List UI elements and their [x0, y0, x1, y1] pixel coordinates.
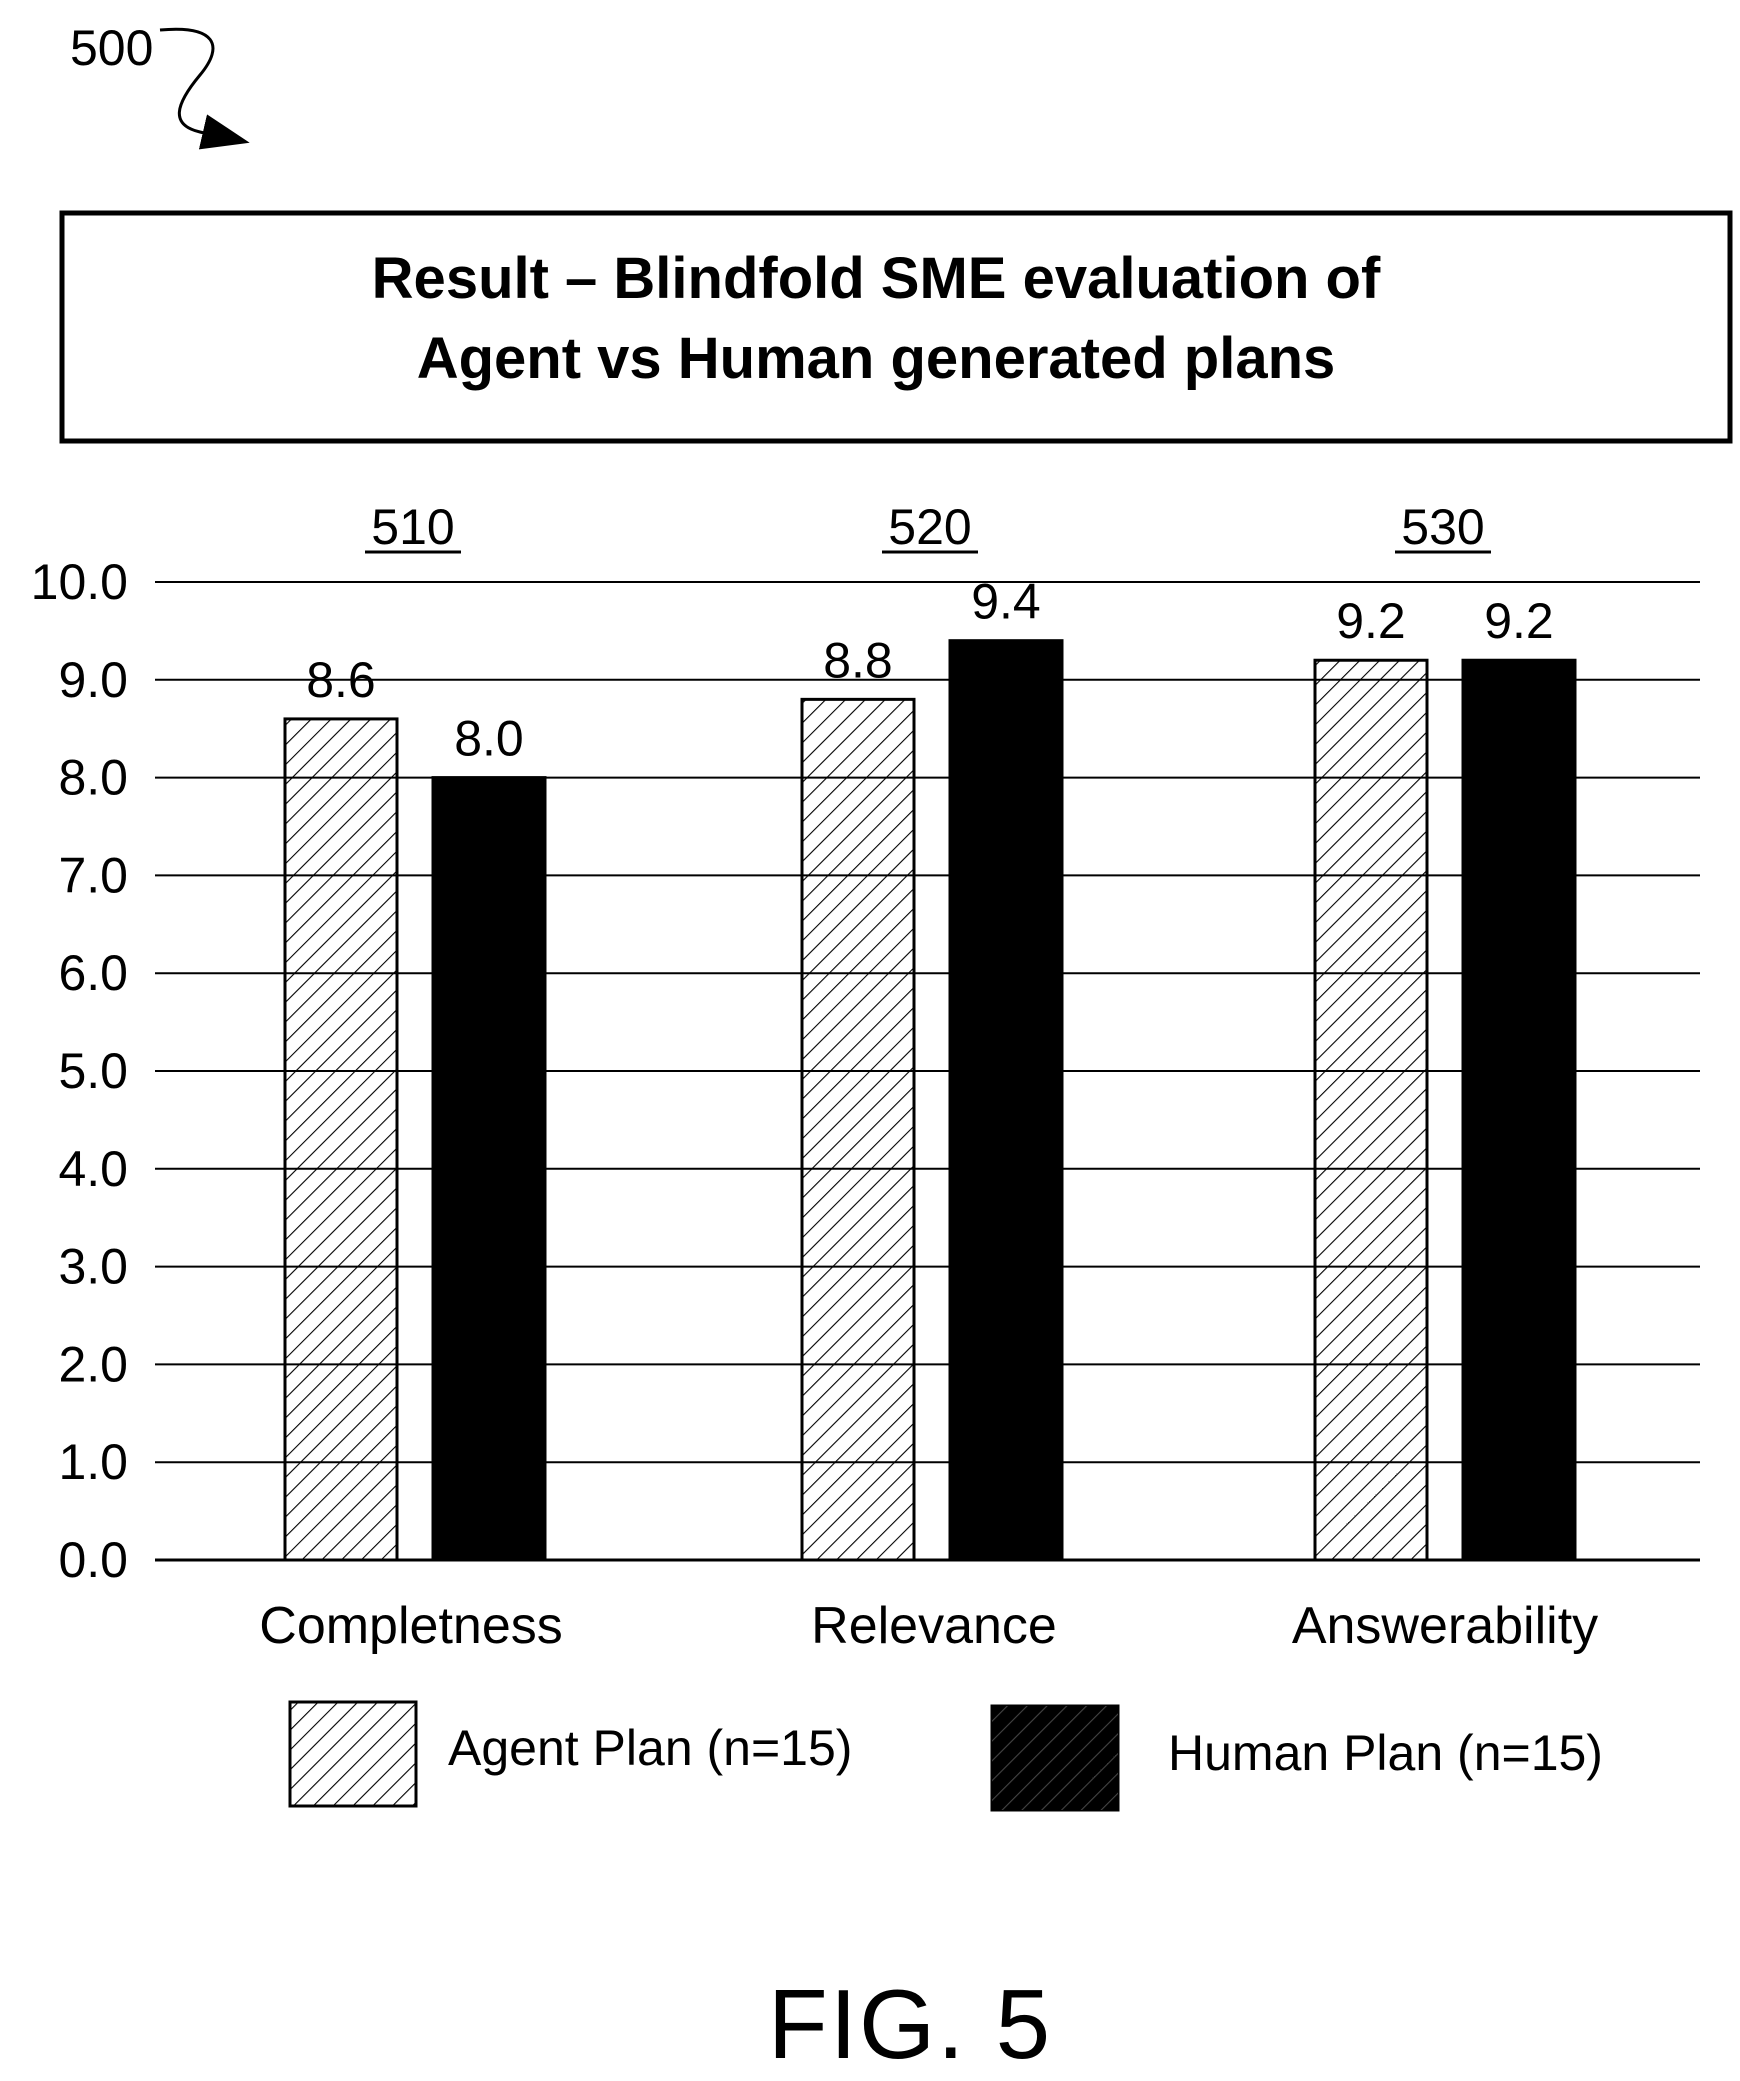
- category-label: Relevance: [811, 1597, 1057, 1655]
- chart-title-line-2: Agent vs Human generated plans: [417, 326, 1336, 391]
- y-tick-label: 8.0: [58, 750, 128, 806]
- bar-agent-plan: [1313, 658, 1429, 1562]
- bar-value-labels: 8.6 8.0 8.8 9.4 9.2 9.2: [306, 574, 1554, 767]
- bar-human-plan: [1461, 658, 1577, 1562]
- bar-value-label-human-plan: 9.2: [1484, 593, 1554, 649]
- bar-value-label-human-plan: 9.4: [971, 574, 1041, 630]
- y-tick-label: 9.0: [58, 652, 128, 708]
- category-reference-numeral: 520: [888, 499, 971, 555]
- legend-label-human-plan: Human Plan (n=15): [1168, 1725, 1603, 1781]
- bar-value-label-agent-plan: 9.2: [1336, 593, 1406, 649]
- bar-agent-plan: [800, 697, 916, 1562]
- figure-caption: FIG. 5: [767, 1969, 1053, 2079]
- y-axis-tick-labels: 0.0 1.0 2.0 3.0 4.0 5.0 6.0 7.0 8.0 9.0 10.0: [31, 554, 128, 1588]
- legend-swatch-human-plan-hatch: [992, 1706, 1118, 1810]
- chart-title-box: [59, 210, 1733, 444]
- y-tick-label: 7.0: [58, 847, 128, 903]
- y-tick-label: 5.0: [58, 1043, 128, 1099]
- bar-value-label-human-plan: 8.0: [454, 711, 524, 767]
- y-tick-label: 6.0: [58, 945, 128, 1001]
- bar-agent-plan: [283, 717, 399, 1562]
- y-tick-label: 3.0: [58, 1239, 128, 1295]
- y-tick-label: 4.0: [58, 1141, 128, 1197]
- y-tick-label: 0.0: [58, 1532, 128, 1588]
- category-label: Completness: [259, 1597, 562, 1655]
- bar-human-plan: [948, 639, 1064, 1562]
- bars: [283, 639, 1577, 1562]
- category-reference-numerals: 510 520 530: [365, 499, 1491, 555]
- chart-title-line-1: Result – Blindfold SME evaluation of: [372, 246, 1381, 311]
- legend: Agent Plan (n=15) Human Plan (n=15): [288, 1700, 1603, 1812]
- category-label: Answerability: [1292, 1597, 1598, 1655]
- bar-human-plan: [431, 776, 547, 1562]
- reference-leader-arrow: [159, 27, 250, 150]
- category-reference-numeral: 530: [1401, 499, 1484, 555]
- category-reference-numeral: 510: [371, 499, 454, 555]
- bar-value-label-agent-plan: 8.6: [306, 652, 376, 708]
- legend-label-agent-plan: Agent Plan (n=15): [448, 1720, 852, 1776]
- bar-value-label-agent-plan: 8.8: [823, 632, 893, 688]
- legend-swatch-agent-plan: [288, 1700, 418, 1808]
- y-tick-label: 2.0: [58, 1336, 128, 1392]
- gridlines: [155, 581, 1700, 1562]
- y-tick-label: 10.0: [31, 554, 128, 610]
- x-axis-category-labels: Completness Relevance Answerability: [259, 1597, 1598, 1655]
- figure-reference-numeral: 500: [70, 20, 153, 76]
- y-tick-label: 1.0: [58, 1434, 128, 1490]
